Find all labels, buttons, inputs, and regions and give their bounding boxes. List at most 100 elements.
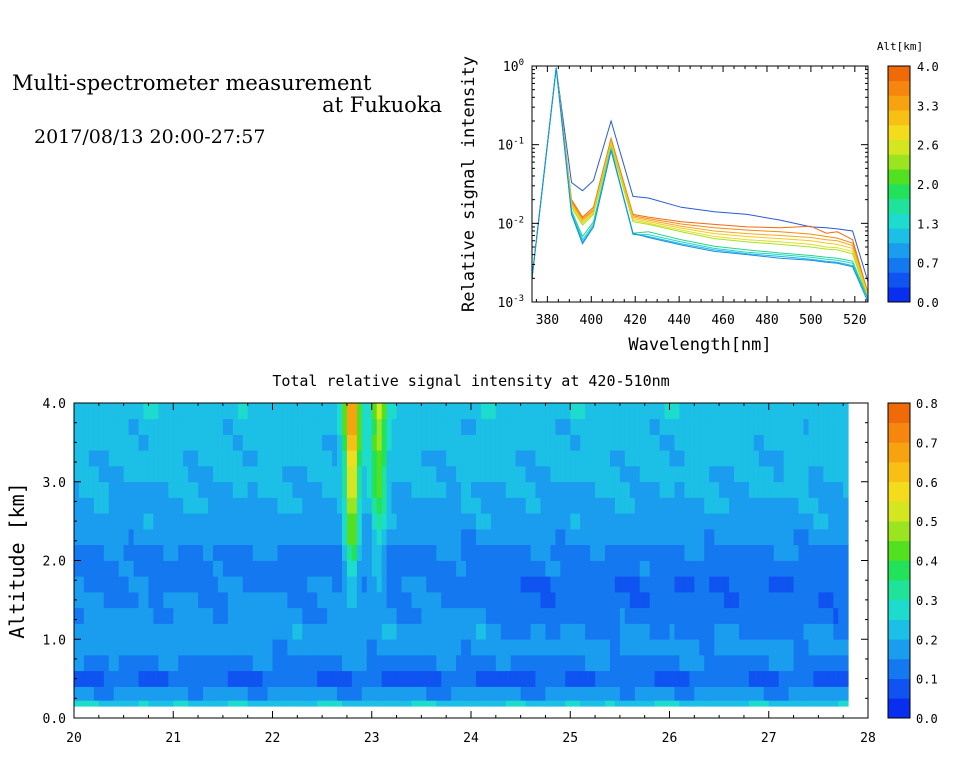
heatmap-cell [510, 686, 517, 701]
heatmap-cell [203, 655, 209, 672]
heatmap-cell [555, 529, 561, 546]
heatmap-cell [401, 623, 407, 640]
heatmap-cell [525, 418, 531, 435]
heatmap-cell [337, 497, 343, 514]
heatmap-cell [436, 576, 442, 593]
heatmap-cell [684, 434, 690, 451]
heatmap-cell [188, 481, 194, 498]
heatmap-cell [783, 450, 789, 467]
heatmap-cell [823, 497, 829, 514]
heatmap-cell [813, 560, 819, 577]
spectrum-series-line [531, 67, 869, 283]
heatmap-cell [520, 655, 526, 672]
heatmap-cell [600, 481, 606, 498]
heatmap-cell [843, 529, 849, 546]
heatmap-cell [619, 607, 626, 624]
heatmap-cell [679, 623, 685, 640]
heatmap-cell [272, 592, 278, 609]
heatmap-cell [838, 560, 844, 577]
heatmap-cell [510, 639, 517, 656]
heatmap-cell [803, 450, 809, 467]
heatmap-cell [495, 529, 502, 546]
heatmap-cell [624, 560, 631, 577]
heatmap-cell [610, 607, 616, 624]
heatmap-cell [704, 560, 710, 577]
heatmap-cell [664, 686, 670, 701]
heatmap-cell [451, 686, 457, 701]
heatmap-cell [213, 450, 219, 467]
heatmap-cell [441, 450, 447, 467]
heatmap-cell [232, 592, 239, 609]
heatmap-cell [436, 434, 442, 451]
heatmap-cell [282, 497, 288, 514]
heatmap-cell [351, 434, 358, 451]
altitude-colorbar-swatch [888, 169, 910, 185]
heatmap-cell [178, 560, 184, 577]
heatmap-cell [709, 403, 715, 420]
heatmap-cell [381, 686, 388, 701]
heatmap-cell [654, 497, 660, 514]
heatmap-cell [540, 418, 546, 435]
heatmap-cell [431, 607, 437, 624]
heatmap-cell [773, 434, 780, 451]
heatmap-cell [580, 544, 586, 561]
heatmap-cell [595, 607, 601, 624]
heatmap-cell [674, 497, 680, 514]
heatmap-cell [694, 529, 700, 546]
heatmap-cell [699, 434, 705, 451]
heatmap-cell [664, 450, 670, 467]
heatmap-cell [659, 670, 665, 687]
heatmap-cell [98, 607, 105, 624]
heatmap-cell [485, 560, 492, 577]
heatmap-cell [217, 529, 224, 546]
heatmap-cell [138, 607, 144, 624]
heatmap-cell [361, 434, 368, 451]
heatmap-cell [163, 592, 169, 609]
heatmap-cell [297, 450, 303, 467]
heatmap-cell [664, 466, 670, 483]
heatmap-cell [803, 655, 809, 672]
heatmap-cell [148, 481, 154, 498]
heatmap-cell [411, 576, 417, 593]
heatmap-cell [93, 466, 100, 483]
heatmap-cell [356, 466, 363, 483]
heatmap-cell [748, 686, 755, 701]
heatmap-cell [371, 560, 378, 577]
heatmap-cell [783, 700, 789, 707]
heatmap-cell [495, 623, 502, 640]
heatmap-cell [416, 466, 422, 483]
heatmap-cell [838, 466, 844, 483]
heatmap-cell [689, 560, 695, 577]
heatmap-cell [297, 434, 303, 451]
heatmap-cell [173, 607, 179, 624]
heatmap-cell [684, 700, 690, 707]
heatmap-cell [436, 655, 442, 672]
heatmap-cell [123, 623, 129, 640]
heatmap-cell [530, 639, 536, 656]
heatmap-cell [803, 466, 809, 483]
heatmap-cell [391, 700, 397, 707]
heatmap-cell [217, 670, 224, 687]
heatmap-cell [98, 466, 105, 483]
heatmap-cell [525, 403, 531, 420]
heatmap-cell [590, 466, 596, 483]
heatmap-cell [391, 418, 397, 435]
intensity-colorbar-label: 0.8 [916, 397, 938, 411]
heatmap-cell [317, 497, 323, 514]
heatmap-cell [93, 607, 100, 624]
heatmap-cell [282, 623, 288, 640]
heatmap-cell [600, 560, 606, 577]
heatmap-cell [719, 607, 725, 624]
heatmap-cell [128, 686, 134, 701]
heatmap-cell [714, 607, 720, 624]
heatmap-cell [461, 497, 467, 514]
heatmap-cell [242, 592, 249, 609]
heatmap-cell [743, 481, 750, 498]
heatmap-cell [103, 623, 110, 640]
heatmap-cell [411, 623, 417, 640]
heatmap-cell [297, 686, 303, 701]
heatmap-cell [267, 529, 273, 546]
heatmap-cell [664, 560, 670, 577]
heatmap-cell [456, 513, 462, 530]
heatmap-cell [292, 544, 298, 561]
